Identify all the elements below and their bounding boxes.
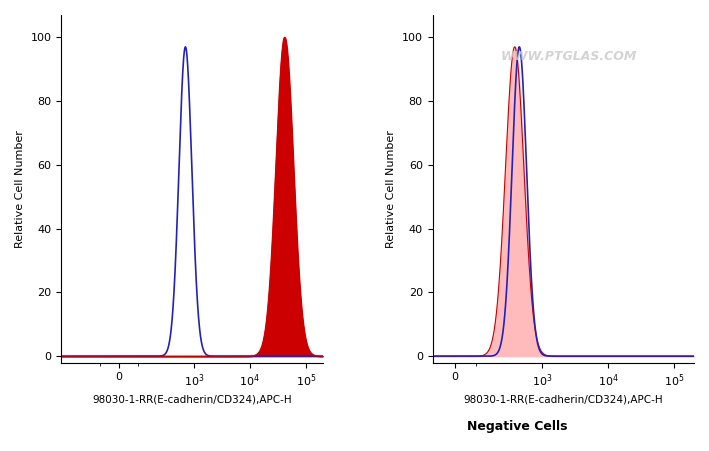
Text: Negative Cells: Negative Cells (467, 420, 568, 433)
X-axis label: 98030-1-RR(E-cadherin/CD324),APC-H: 98030-1-RR(E-cadherin/CD324),APC-H (92, 395, 292, 405)
Text: WWW.PTGLAS.COM: WWW.PTGLAS.COM (501, 50, 637, 63)
Y-axis label: Relative Cell Number: Relative Cell Number (15, 130, 25, 248)
Y-axis label: Relative Cell Number: Relative Cell Number (386, 130, 396, 248)
X-axis label: 98030-1-RR(E-cadherin/CD324),APC-H: 98030-1-RR(E-cadherin/CD324),APC-H (464, 395, 663, 405)
